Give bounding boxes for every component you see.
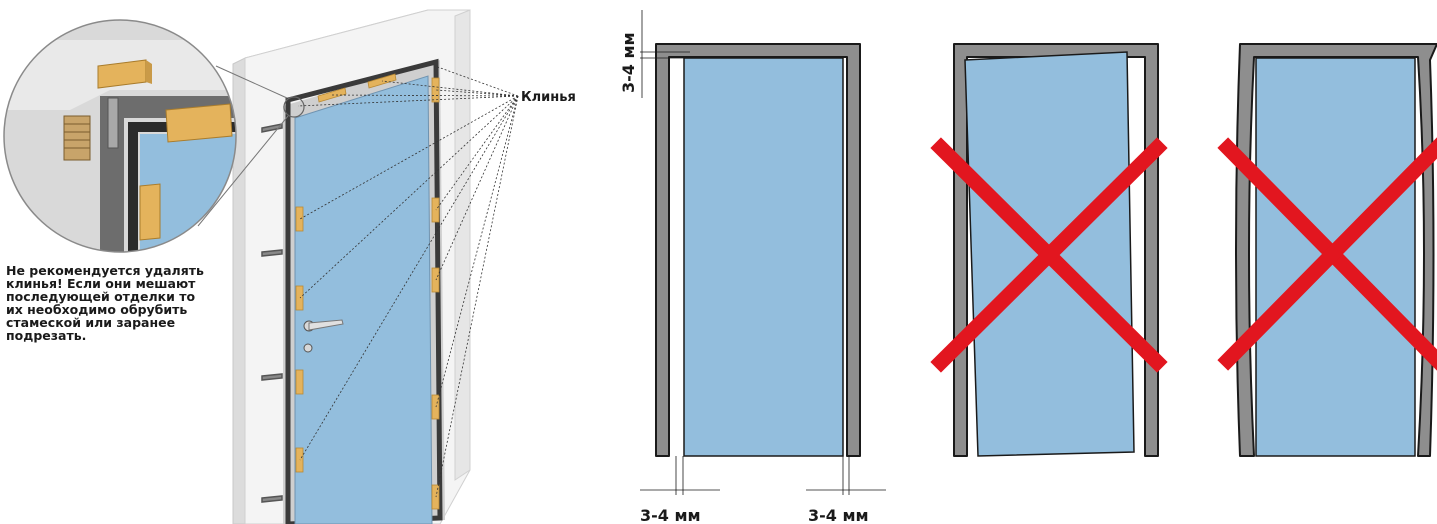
wedges-label: Клинья: [521, 90, 576, 105]
gap-label-bottom-right: 3-4 мм: [808, 506, 869, 524]
door-frame: [285, 58, 443, 524]
cross-mark: [1217, 137, 1437, 371]
gap-label-bottom-left: 3-4 мм: [640, 506, 701, 524]
anchor: [261, 495, 283, 503]
wedge: [431, 77, 440, 103]
wedge: [431, 484, 440, 510]
door-leaf: [294, 75, 433, 524]
panel-incorrect-bowed: [1217, 43, 1437, 457]
gap-label-top: 3-4 мм: [619, 32, 638, 93]
door-handle: [303, 319, 344, 353]
gap-dimension-bottom-right: [806, 456, 886, 495]
zoom-wedge: [165, 103, 233, 143]
zoom-wedge: [146, 60, 152, 84]
wedge: [295, 206, 304, 232]
zoom-wedge: [139, 183, 161, 241]
door-3d-illustration: [232, 9, 471, 524]
zoom-marker: [283, 96, 305, 118]
gap-dimension-bottom-left: [640, 456, 720, 495]
wedge: [295, 285, 304, 311]
wedges-group: [295, 73, 440, 510]
zoom-detail: [3, 19, 289, 253]
panel-incorrect-skewed: [930, 43, 1168, 457]
frame-outer: [953, 43, 1159, 457]
wedge-leader-lines: [297, 65, 519, 498]
cross-mark: [930, 137, 1168, 373]
anchors: [261, 123, 283, 503]
wall-right-edge: [454, 9, 471, 481]
frame-outer: [655, 43, 861, 457]
anchor: [261, 373, 283, 381]
wedge: [317, 87, 347, 103]
wedge: [431, 394, 440, 420]
wedge: [295, 369, 304, 395]
wedge: [431, 197, 440, 223]
wedge: [295, 447, 304, 473]
zoom-anchor: [63, 97, 119, 161]
wedge: [431, 267, 440, 293]
anchor: [261, 249, 283, 257]
gap-dimension-top: [640, 10, 690, 98]
wall-side: [232, 57, 246, 524]
door-leaf: [683, 57, 844, 457]
recommendation-note: Не рекомендуется удалять клинья! Если он…: [6, 263, 204, 343]
anchor: [261, 123, 283, 133]
panel-correct: 3-4 мм 3-4 мм 3-4 мм: [619, 10, 886, 524]
